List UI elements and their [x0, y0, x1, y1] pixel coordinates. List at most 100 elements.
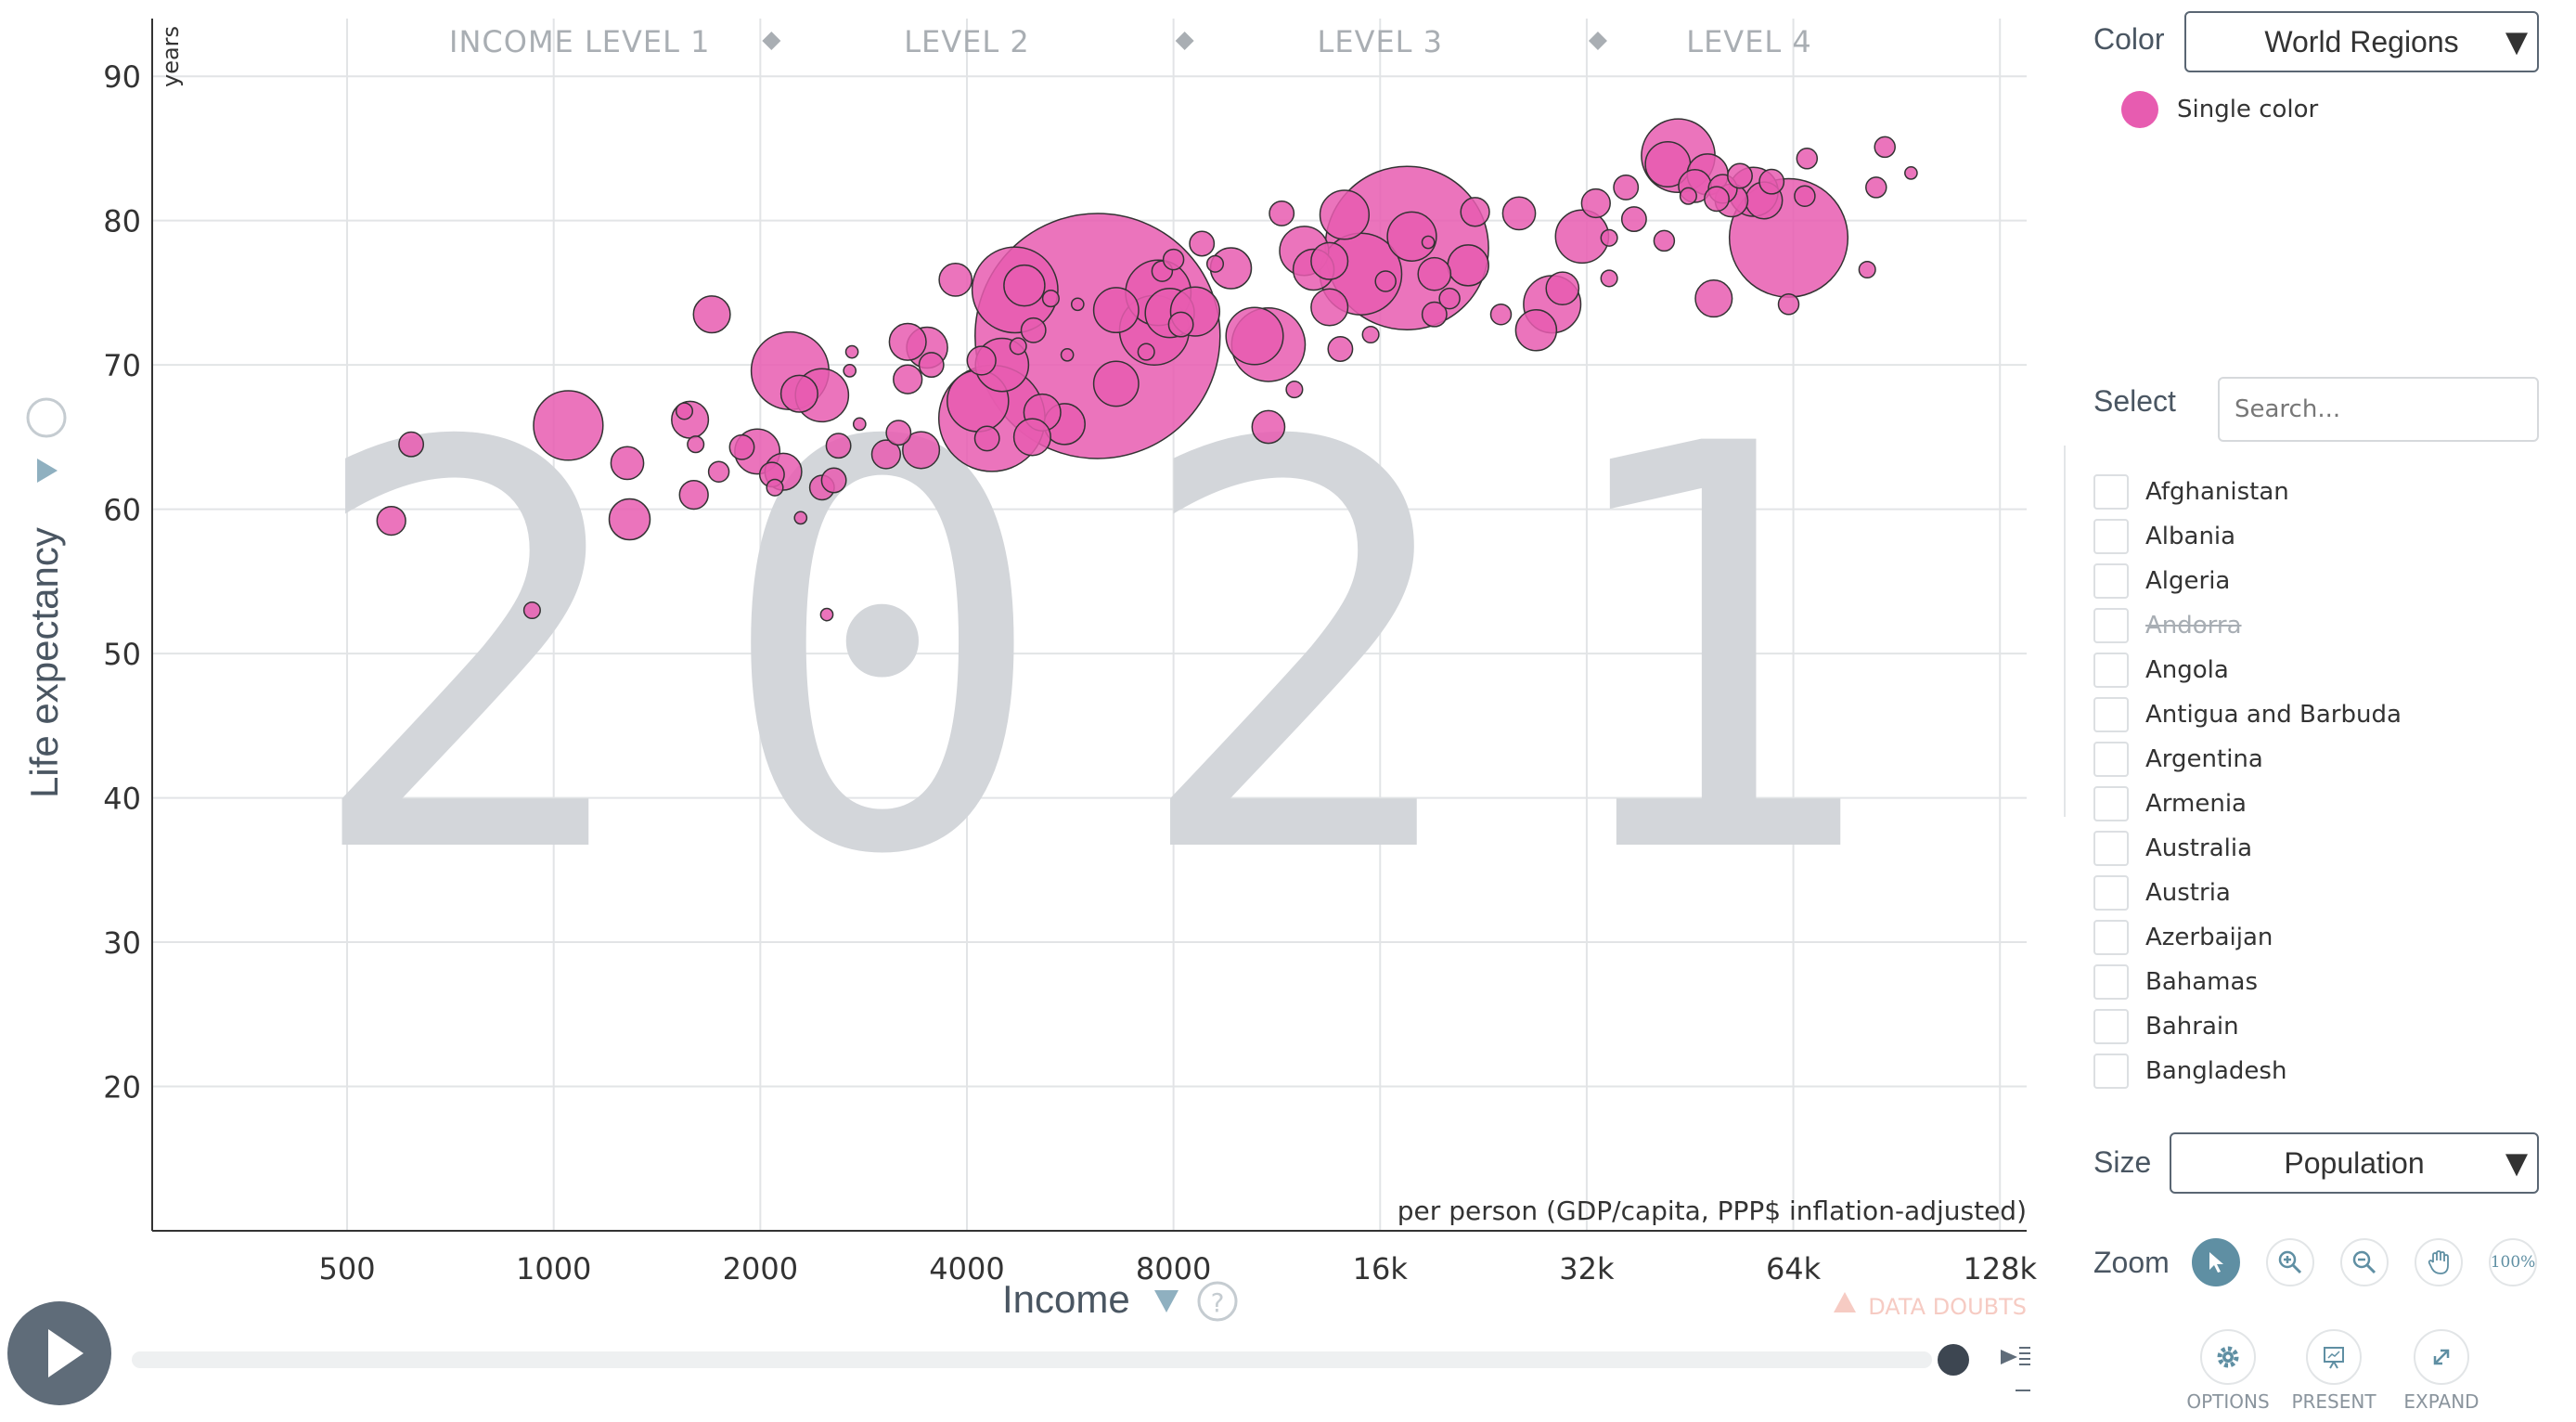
country-checkbox[interactable]	[2093, 608, 2129, 643]
bubble-97[interactable]	[1620, 206, 1647, 233]
country-item[interactable]: Bahrain	[2093, 1004, 2539, 1049]
bubble-94[interactable]	[1600, 269, 1618, 288]
bubble-74[interactable]	[1310, 288, 1349, 327]
bubble-36[interactable]	[966, 345, 997, 376]
bubble-35[interactable]	[938, 263, 973, 297]
bubble-3[interactable]	[533, 390, 604, 461]
country-checkbox[interactable]	[2093, 474, 2129, 510]
country-item[interactable]: Afghanistan	[2093, 470, 2539, 514]
country-checkbox[interactable]	[2093, 831, 2129, 866]
color-swatch-icon[interactable]	[2121, 91, 2158, 128]
zoom-pointer-button[interactable]	[2192, 1238, 2240, 1286]
x-axis-help-icon[interactable]	[1197, 1281, 1238, 1322]
bubble-33[interactable]	[902, 431, 941, 470]
bubble-72[interactable]	[1310, 241, 1349, 280]
bubble-84[interactable]	[1438, 287, 1461, 310]
bubble-82[interactable]	[1417, 256, 1452, 291]
country-item[interactable]: Argentina	[2093, 737, 2539, 782]
bubble-79[interactable]	[1386, 211, 1437, 262]
bubble-34[interactable]	[918, 352, 945, 379]
bubble-22[interactable]	[820, 467, 847, 494]
bubble-81[interactable]	[1421, 235, 1436, 250]
present-button[interactable]: PRESENT	[2283, 1329, 2385, 1413]
country-item[interactable]: Azerbaijan	[2093, 915, 2539, 960]
bubble-98[interactable]	[1653, 229, 1676, 252]
country-checkbox[interactable]	[2093, 920, 2129, 955]
options-button[interactable]: OPTIONS	[2177, 1329, 2279, 1413]
bubble-117[interactable]	[1865, 176, 1887, 199]
bubble-118[interactable]	[1874, 136, 1896, 159]
country-item[interactable]: Bangladesh	[2093, 1049, 2539, 1093]
bubble-10[interactable]	[707, 460, 730, 483]
bubble-17[interactable]	[779, 374, 818, 413]
bubble-31[interactable]	[893, 364, 923, 394]
y-axis-title[interactable]: Life expectancy	[22, 527, 66, 798]
bubble-24[interactable]	[819, 607, 834, 622]
bubble-41[interactable]	[1003, 264, 1046, 307]
country-item[interactable]: Australia	[2093, 826, 2539, 871]
bubble-0[interactable]	[398, 431, 425, 458]
time-slider-handle[interactable]	[1938, 1344, 1969, 1376]
time-slider-track[interactable]	[132, 1351, 1932, 1368]
bubble-52[interactable]	[1092, 360, 1140, 407]
country-checkbox[interactable]	[2093, 1054, 2129, 1089]
country-item[interactable]: Albania	[2093, 514, 2539, 559]
bubble-101[interactable]	[1679, 187, 1697, 205]
expand-button[interactable]: EXPAND	[2390, 1329, 2492, 1413]
bubble-48[interactable]	[1041, 290, 1060, 308]
bubble-19[interactable]	[766, 478, 784, 497]
size-dropdown[interactable]: Population	[2170, 1132, 2539, 1194]
x-axis-dropdown-icon[interactable]	[1154, 1290, 1179, 1312]
bubble-44[interactable]	[1020, 317, 1047, 343]
bubble-116[interactable]	[1858, 260, 1876, 279]
zoom-out-button[interactable]	[2340, 1238, 2389, 1286]
x-axis-title[interactable]: Income	[1002, 1277, 1130, 1321]
country-item[interactable]: Antigua and Barbuda	[2093, 692, 2539, 737]
bubble-30[interactable]	[888, 322, 927, 361]
country-item[interactable]: Angola	[2093, 648, 2539, 692]
bubble-6[interactable]	[675, 402, 694, 420]
bubble-85[interactable]	[1447, 244, 1489, 287]
zoom-in-button[interactable]	[2266, 1238, 2314, 1286]
bubble-29[interactable]	[885, 420, 912, 446]
bubble-9[interactable]	[687, 435, 705, 454]
bubble-78[interactable]	[1374, 270, 1397, 292]
country-checkbox[interactable]	[2093, 964, 2129, 1000]
list-scrollbar[interactable]	[2064, 446, 2066, 817]
bubble-119[interactable]	[1904, 166, 1918, 180]
bubble-39[interactable]	[973, 425, 1000, 452]
country-checkbox[interactable]	[2093, 653, 2129, 688]
bubble-108[interactable]	[1727, 162, 1753, 189]
bubble-114[interactable]	[1794, 185, 1816, 207]
search-input[interactable]	[2218, 377, 2539, 442]
zoom-reset-button[interactable]: 100%	[2489, 1238, 2537, 1286]
bubble-105[interactable]	[1694, 279, 1733, 318]
bubble-91[interactable]	[1545, 271, 1580, 306]
bubble-86[interactable]	[1460, 197, 1490, 227]
bubble-54[interactable]	[1137, 343, 1155, 361]
bubble-51[interactable]	[1092, 287, 1140, 334]
country-item[interactable]: Bahamas	[2093, 960, 2539, 1004]
bubble-1[interactable]	[376, 505, 406, 536]
bubble-61[interactable]	[1162, 248, 1185, 271]
country-checkbox[interactable]	[2093, 563, 2129, 599]
bubble-104[interactable]	[1704, 186, 1730, 213]
country-checkbox[interactable]	[2093, 519, 2129, 554]
bubble-63[interactable]	[1205, 254, 1225, 273]
bubble-93[interactable]	[1580, 187, 1611, 219]
playback-speed-icon[interactable]	[1999, 1342, 2032, 1394]
play-button[interactable]	[7, 1301, 111, 1405]
bubble-73[interactable]	[1319, 189, 1371, 240]
bubble-60[interactable]	[1167, 311, 1194, 338]
country-checkbox[interactable]	[2093, 875, 2129, 911]
bubble-76[interactable]	[1327, 336, 1354, 362]
bubble-23[interactable]	[825, 433, 852, 459]
bubble-115[interactable]	[1796, 148, 1819, 170]
bubble-26[interactable]	[843, 364, 857, 378]
data-doubts-link[interactable]: DATA DOUBTS	[1868, 1294, 2027, 1320]
bubble-27[interactable]	[852, 417, 867, 432]
warning-icon[interactable]	[1834, 1292, 1856, 1312]
country-item[interactable]: Armenia	[2093, 782, 2539, 826]
bubble-7[interactable]	[692, 295, 731, 334]
bubble-50[interactable]	[1060, 347, 1075, 362]
